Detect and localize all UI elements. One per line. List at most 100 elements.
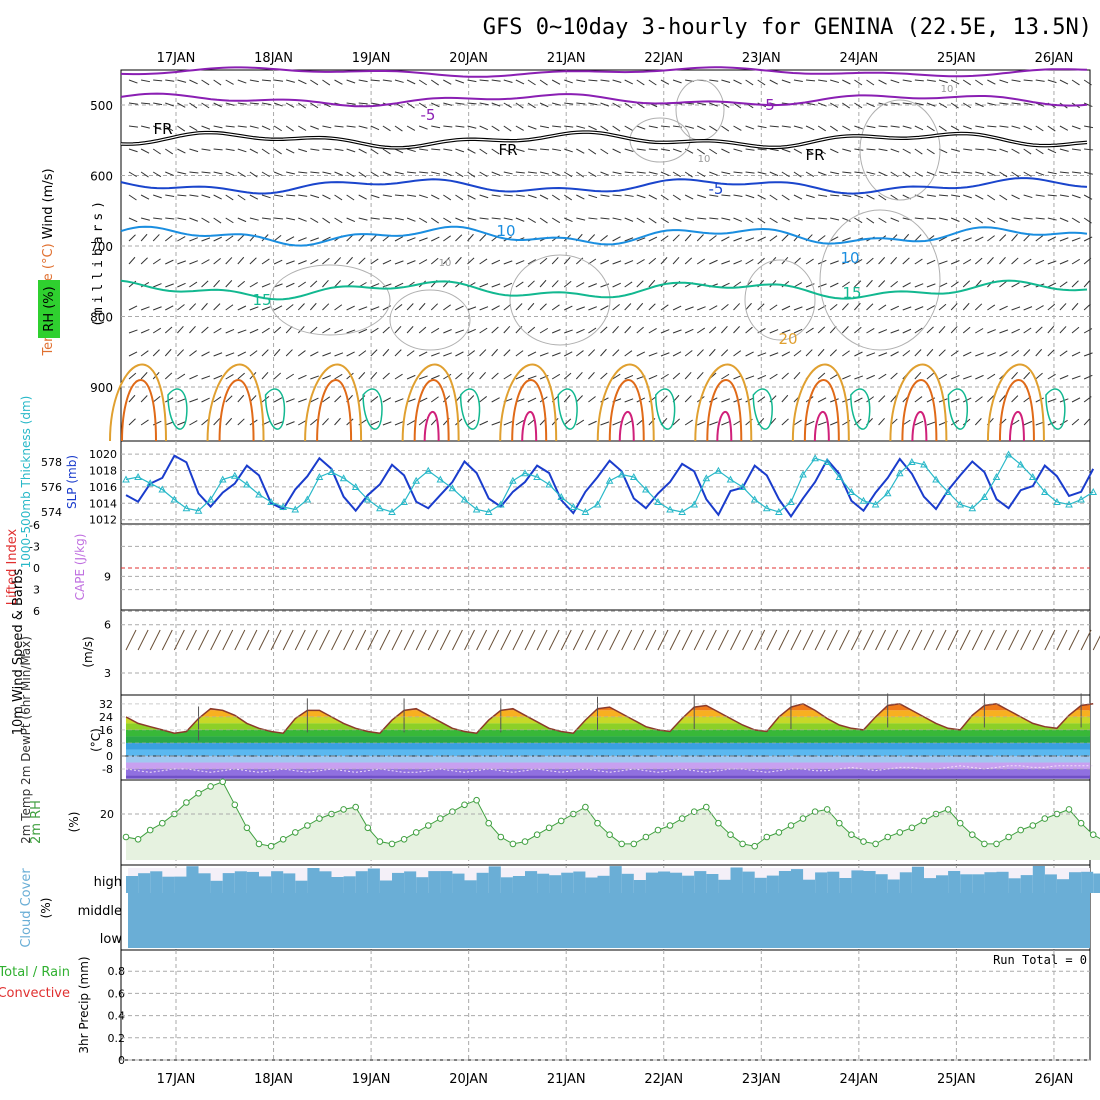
cloud-high-bar [1069,872,1082,893]
wind-barb [213,102,222,108]
wind-barb [1011,395,1019,403]
wind-barb [708,348,716,357]
wind-barb-10m [427,629,439,651]
rh-point [207,783,214,790]
wind-barb [612,194,622,197]
wind-barb-10m [863,629,874,651]
cloud-high-bar [1056,879,1069,893]
wind-barb [829,236,839,242]
wind-barb-10m [198,629,209,651]
wind-barb [684,194,694,200]
wind-barb [479,148,488,155]
wind-barb [938,194,949,197]
temp-band [126,716,1090,724]
wind-barb [950,281,959,288]
rh-point [400,836,408,843]
wind-barb [987,235,995,242]
rh-point [388,840,396,848]
wind-barb [346,329,356,334]
wind-barb [503,282,513,288]
wind-barb-10m [258,629,270,651]
wind-barb [334,329,344,334]
thickness-point [509,476,517,484]
wind-barb [600,125,609,132]
wind-barb [588,349,596,357]
wind-barb [648,217,657,224]
wind-barb [358,350,367,357]
wind-barb [467,395,475,403]
wind-barb [636,280,644,288]
wind-barb [286,79,295,83]
wind-barb [817,283,827,288]
wind-barb [539,194,549,200]
wind-speed-point [691,651,697,657]
wind-barb [830,148,839,154]
wind-barb [237,125,247,128]
wind-barb [334,395,342,403]
wind-barb [443,217,452,224]
thickness-point [1028,472,1037,480]
cloud-high-bar [295,880,308,893]
cloud-high-bar [923,878,936,893]
x-tick-label-top: 20JAN [449,51,488,66]
wind-barb [987,352,996,357]
wind-barb [128,256,136,265]
wind-barb [285,125,294,132]
wind-unit-group: (m/s) [81,636,95,667]
rh-point [1065,806,1073,813]
wind-speed-point [486,602,492,608]
rh-point [146,826,154,834]
wind-barb-10m [318,629,330,651]
rh-label-group2: 2m RH [29,800,44,844]
rh-point [425,822,432,829]
wind-barb [745,171,755,174]
wind-barb [140,171,149,178]
wind-barb [382,171,392,176]
precip-tick-label: 0.4 [108,1010,126,1023]
thickness-point [230,471,239,479]
x-tick-label-bottom: 17JAN [157,1072,196,1087]
temp-band [126,775,1090,779]
cloud-high-bar [645,872,658,893]
wind-barb [394,398,404,403]
wind-barb [684,233,692,242]
wind-barb [346,102,356,105]
rh-point [533,831,541,839]
wind-barb [902,148,911,154]
wind-barb [430,396,439,403]
wind-barb [636,351,646,357]
wind-barb [128,372,137,380]
wind-barb [684,257,693,265]
wind-barb [334,373,343,380]
wind-barb [527,302,535,311]
wind-barb [189,237,198,242]
wind-barb-10m [645,629,657,651]
rh-point [582,803,589,811]
wind-barb [261,283,271,288]
wind-barb [140,372,148,380]
temp-label-group: 2m Temp 2m DewPt (6hr Min/Max) [19,636,33,844]
wind-barb [769,373,778,380]
wind-barb [189,374,198,380]
wind-barb [830,421,839,426]
wind-barb [769,171,779,177]
wind-barb [721,79,731,84]
wind-barb [346,351,355,357]
temperature-contour-20 [109,363,167,442]
wind-barb [757,125,767,129]
wind-barb [152,395,161,403]
wind-barb [600,79,610,82]
wind-barb [515,194,525,197]
li-tick-label: 0 [33,562,40,575]
wind-barb [866,396,875,403]
wind-barb-10m [814,629,826,651]
temp-band [126,729,1090,737]
wind-barb [382,125,391,132]
wind-barb [285,102,295,108]
wind-barb [878,148,888,152]
wind-barb [285,373,295,380]
wind-barb [527,351,537,357]
wind-barb [757,171,767,175]
wind-barb-10m [1068,629,1080,651]
wind-barb [975,217,984,224]
